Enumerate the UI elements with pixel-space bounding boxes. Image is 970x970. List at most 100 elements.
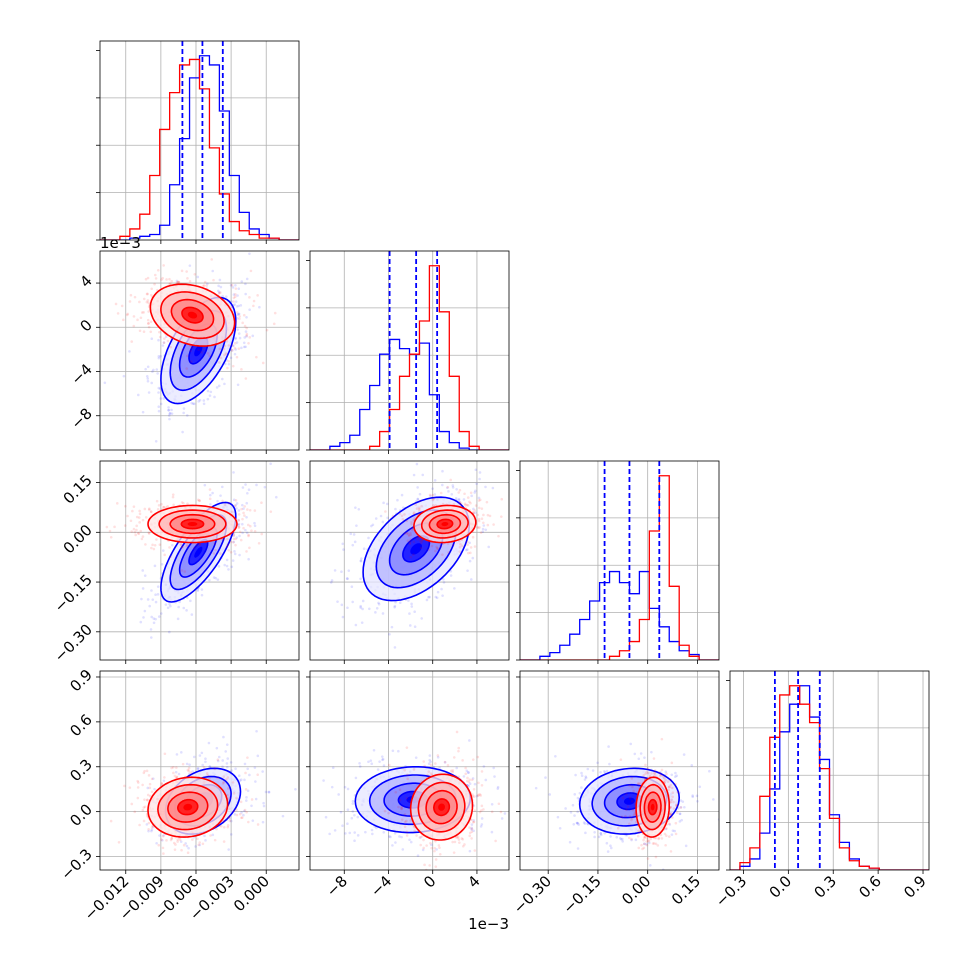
scatter-point [341, 615, 345, 619]
scatter-point [146, 798, 149, 802]
scatter-point [240, 368, 243, 371]
scatter-point [238, 812, 242, 816]
scatter-point [438, 766, 441, 770]
scatter-point [177, 280, 181, 284]
scatter-point [152, 368, 155, 372]
scatter-point [261, 820, 265, 824]
scatter-point [436, 755, 440, 759]
scatter-point [197, 348, 200, 352]
scatter-point [434, 549, 437, 553]
scatter-point [237, 525, 241, 529]
scatter-point [192, 546, 196, 550]
scatter-point [201, 763, 204, 767]
scatter-point [420, 504, 423, 508]
scatter-point [185, 844, 189, 848]
scatter-point [198, 841, 202, 844]
scatter-point [181, 430, 184, 434]
scatter-point [142, 819, 146, 823]
scatter-point [449, 574, 453, 577]
scatter-point [171, 493, 175, 496]
scatter-point [443, 761, 447, 764]
scatter-point [200, 588, 204, 591]
scatter-point [401, 506, 405, 509]
scatter-point [480, 804, 484, 808]
scatter-point [132, 527, 136, 531]
scatter-point [383, 809, 387, 813]
scatter-point [243, 336, 247, 339]
scatter-point [234, 336, 238, 340]
scatter-point [204, 760, 207, 764]
scatter-point [248, 508, 252, 512]
scatter-point [237, 287, 241, 291]
scatter-point [247, 533, 250, 537]
scatter-point [144, 543, 147, 546]
scatter-point [214, 548, 217, 552]
scatter-point [212, 278, 215, 282]
scatter-point [480, 507, 484, 510]
scatter-point [240, 816, 244, 819]
scatter-point [161, 549, 165, 552]
scatter-point [484, 778, 488, 782]
scatter-point [482, 513, 485, 517]
scatter-point [218, 278, 222, 282]
contour-series-1 [160, 291, 225, 340]
scatter-point [158, 330, 161, 334]
scatter-point [162, 834, 165, 837]
scatter-point [400, 807, 403, 810]
scatter-point [183, 570, 187, 573]
scatter-point [198, 499, 201, 503]
scatter-point [150, 636, 153, 639]
scatter-point [147, 325, 151, 329]
scatter-point [162, 341, 166, 345]
scatter-point [182, 502, 185, 505]
scatter-point [115, 502, 119, 505]
scatter-point [410, 605, 414, 608]
scatter-point [472, 820, 476, 824]
scatter-point [224, 362, 227, 366]
y-tick-label: 0.0 [66, 800, 96, 830]
scatter-point [179, 840, 183, 843]
histogram-series-1 [310, 265, 509, 450]
scatter-point [182, 407, 186, 410]
scatter-point [158, 335, 162, 339]
scatter-point [197, 843, 201, 847]
scatter-point [156, 268, 160, 272]
scatter-point [230, 565, 234, 569]
scatter-point [154, 600, 158, 604]
scatter-point [245, 277, 249, 281]
scatter-point [169, 345, 173, 349]
scatter-point [329, 581, 333, 584]
scatter-point [370, 762, 374, 765]
scatter-point [472, 819, 475, 822]
scatter-point [217, 291, 221, 295]
scatter-point [188, 279, 192, 283]
panel-content [322, 730, 507, 870]
scatter-point [490, 810, 494, 814]
scatter-point [379, 514, 383, 518]
scatter-point [477, 793, 480, 797]
scatter-point [150, 826, 154, 829]
scatter-point [238, 779, 242, 783]
scatter-point [174, 770, 178, 774]
scatter-point [230, 349, 234, 352]
scatter-point [175, 776, 179, 779]
scatter-point [438, 846, 441, 849]
scatter-point [251, 334, 255, 338]
scatter-point [192, 402, 196, 406]
scatter-point [384, 510, 387, 513]
scatter-point [422, 846, 425, 850]
scatter-point [450, 492, 454, 496]
scatter-point [215, 827, 218, 831]
scatter-point [147, 508, 151, 511]
scatter-point [243, 514, 246, 517]
scatter-point [168, 282, 171, 286]
scatter-point [393, 604, 397, 608]
scatter-point [471, 535, 475, 539]
scatter-point [130, 340, 134, 343]
scatter-point [187, 766, 191, 770]
scatter-point [475, 794, 479, 798]
scatter-point [466, 548, 469, 551]
scatter-point [247, 557, 250, 561]
scatter-point [234, 283, 237, 287]
scatter-point [218, 824, 221, 828]
